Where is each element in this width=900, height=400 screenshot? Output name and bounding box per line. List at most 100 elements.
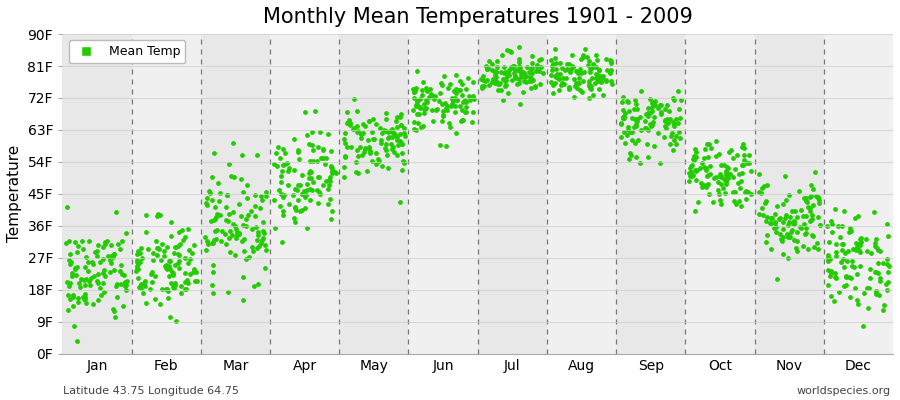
- Point: [206, 262, 220, 269]
- Point: [109, 294, 123, 300]
- Point: [392, 199, 407, 206]
- Point: [735, 170, 750, 176]
- Point: [219, 241, 233, 247]
- Point: [319, 178, 333, 184]
- Legend: Mean Temp: Mean Temp: [68, 40, 185, 63]
- Point: [294, 191, 309, 197]
- Point: [738, 189, 752, 195]
- Point: [547, 80, 562, 86]
- Point: [76, 296, 91, 302]
- Point: [165, 268, 179, 275]
- Point: [357, 146, 372, 152]
- Point: [500, 69, 515, 76]
- Point: [614, 120, 628, 126]
- Point: [173, 241, 187, 247]
- Point: [592, 67, 607, 74]
- Point: [186, 242, 201, 248]
- Point: [376, 127, 391, 133]
- Point: [643, 120, 657, 127]
- Point: [576, 54, 590, 60]
- Point: [274, 154, 288, 161]
- Point: [395, 150, 410, 156]
- Point: [572, 75, 586, 81]
- Point: [410, 126, 424, 133]
- Point: [844, 227, 859, 234]
- Point: [619, 98, 634, 104]
- Point: [660, 102, 674, 108]
- Point: [91, 279, 105, 286]
- Point: [184, 250, 199, 256]
- Point: [725, 189, 740, 196]
- Point: [737, 157, 751, 163]
- Point: [304, 169, 319, 176]
- Point: [178, 279, 193, 286]
- Point: [798, 230, 813, 236]
- Point: [101, 253, 115, 260]
- Point: [590, 64, 604, 70]
- Point: [558, 67, 572, 74]
- Point: [523, 74, 537, 80]
- Point: [797, 231, 812, 238]
- Point: [700, 173, 715, 180]
- Point: [249, 245, 264, 251]
- Point: [226, 140, 240, 146]
- Point: [781, 232, 796, 238]
- Point: [338, 154, 352, 161]
- Point: [354, 131, 368, 137]
- Point: [511, 67, 526, 73]
- Point: [562, 69, 577, 75]
- Point: [606, 81, 620, 88]
- Point: [503, 47, 517, 54]
- Point: [415, 92, 429, 98]
- Point: [394, 122, 409, 128]
- Point: [171, 243, 185, 249]
- Point: [366, 136, 381, 142]
- Point: [562, 86, 576, 92]
- Point: [545, 60, 560, 67]
- Point: [338, 130, 352, 136]
- Point: [294, 206, 309, 213]
- Point: [859, 236, 873, 242]
- Point: [106, 250, 121, 257]
- Point: [305, 179, 320, 186]
- Point: [576, 52, 590, 58]
- Point: [504, 64, 518, 71]
- Point: [714, 181, 728, 187]
- Point: [835, 223, 850, 230]
- Point: [200, 195, 214, 201]
- Point: [846, 246, 860, 252]
- Point: [374, 163, 389, 169]
- Point: [569, 68, 583, 75]
- Point: [631, 137, 645, 143]
- Point: [234, 213, 248, 220]
- Point: [658, 118, 672, 124]
- Point: [616, 113, 631, 119]
- Point: [549, 74, 563, 80]
- Point: [68, 322, 82, 329]
- Point: [340, 120, 355, 126]
- Point: [706, 199, 720, 205]
- Point: [136, 290, 150, 296]
- Point: [177, 233, 192, 240]
- Point: [418, 110, 432, 116]
- Point: [489, 74, 503, 80]
- Point: [275, 168, 290, 174]
- Point: [208, 216, 222, 222]
- Point: [790, 229, 805, 235]
- Point: [130, 260, 145, 267]
- Point: [555, 65, 570, 71]
- Point: [253, 205, 267, 212]
- Point: [413, 105, 428, 111]
- Point: [780, 222, 795, 228]
- Point: [69, 272, 84, 278]
- Point: [688, 148, 703, 155]
- Point: [868, 236, 883, 242]
- Point: [516, 69, 530, 75]
- Point: [172, 228, 186, 235]
- Point: [626, 106, 641, 112]
- Point: [392, 131, 407, 138]
- Point: [870, 270, 885, 276]
- Point: [755, 204, 770, 211]
- Point: [164, 233, 178, 239]
- Point: [418, 85, 433, 91]
